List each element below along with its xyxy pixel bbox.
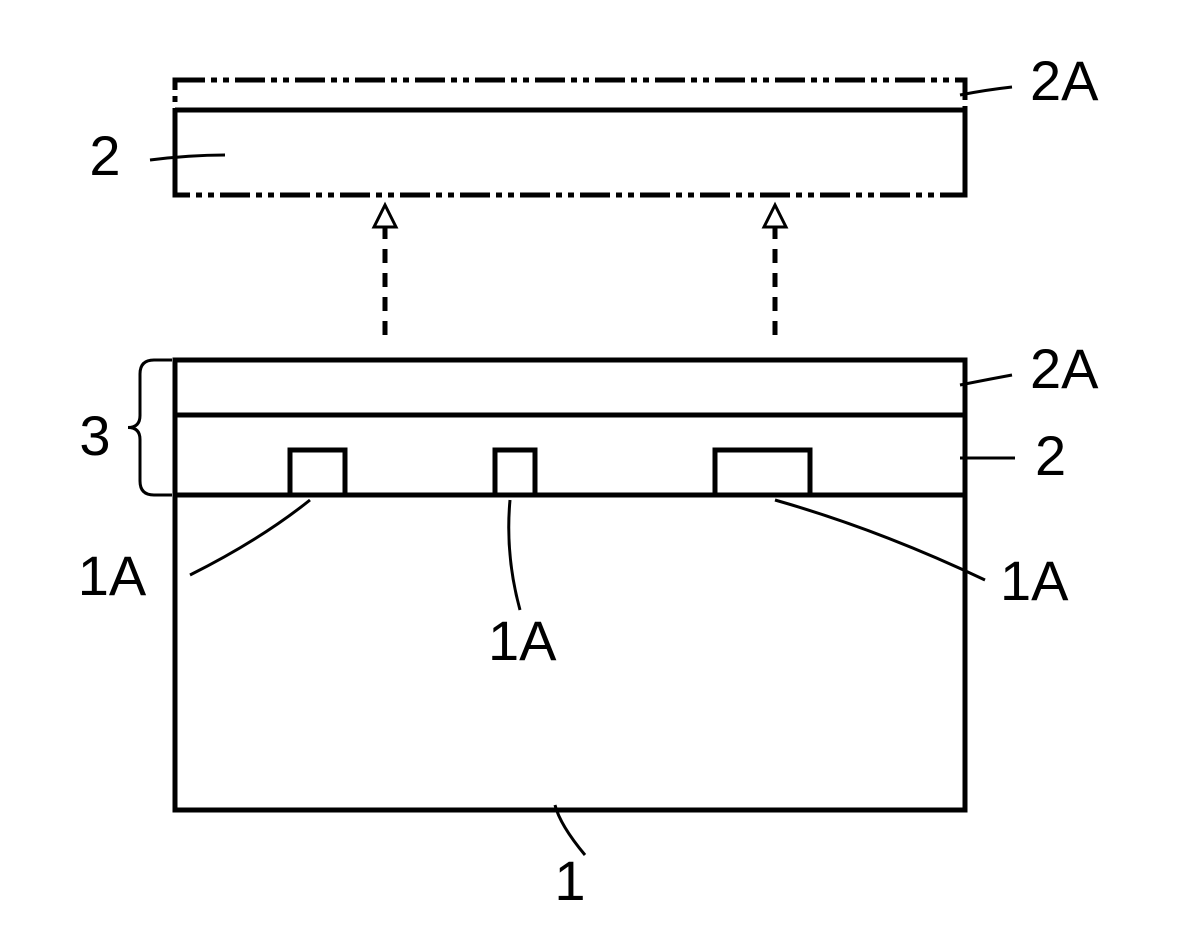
assembly-arrow-head-1 xyxy=(764,205,786,227)
inset-0 xyxy=(290,450,345,495)
assembly-arrow-head-0 xyxy=(374,205,396,227)
label-2A-bottom: 2A xyxy=(1030,337,1099,400)
leader-1A_left xyxy=(190,500,310,575)
leader-1A_right xyxy=(775,500,985,580)
label-1A-left: 1A xyxy=(78,544,147,607)
label-1A-center: 1A xyxy=(488,609,557,672)
inset-2 xyxy=(715,450,810,495)
label-1A-right: 1A xyxy=(1000,549,1069,612)
label-3: 3 xyxy=(79,404,110,467)
leader-1A_center xyxy=(509,500,520,610)
leader-2A_bottom xyxy=(960,375,1012,385)
leader-2A_top xyxy=(960,87,1012,95)
label-2A-top: 2A xyxy=(1030,49,1099,112)
bottom-panel-outline xyxy=(175,360,965,810)
label-2-top: 2 xyxy=(89,124,120,187)
label-2-bottom: 2 xyxy=(1035,424,1066,487)
label-1: 1 xyxy=(554,849,585,912)
inset-1 xyxy=(495,450,535,495)
bracket-3 xyxy=(128,360,172,495)
leader-2_top xyxy=(150,155,225,160)
top-panel-outline xyxy=(175,80,965,195)
